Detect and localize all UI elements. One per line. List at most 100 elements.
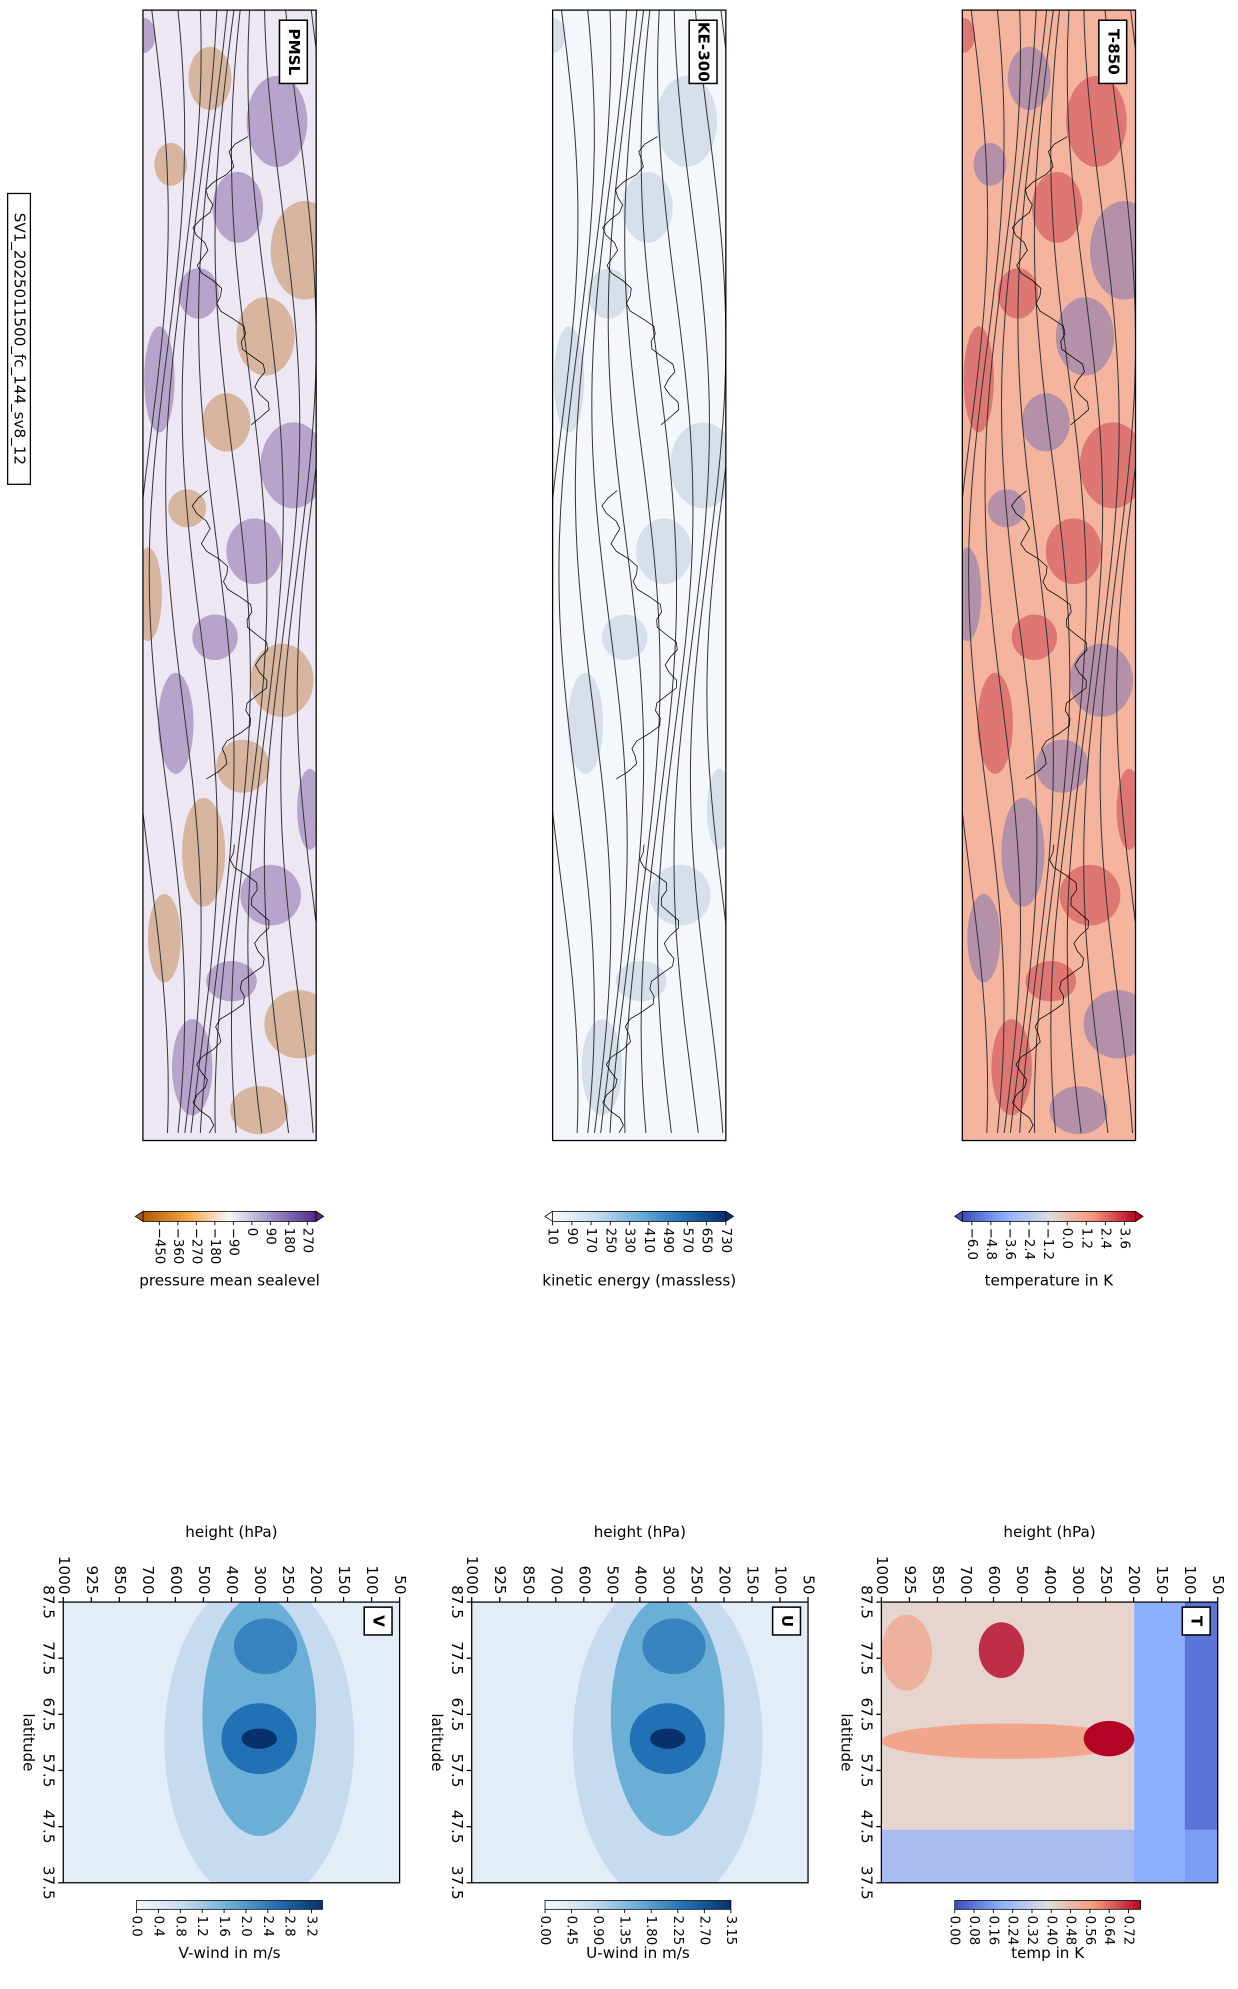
x-tick-label: 925 xyxy=(83,1566,101,1595)
colorbar-tick-label: 3.15 xyxy=(723,1916,738,1946)
colorbar-tick-label: 0.8 xyxy=(172,1916,187,1937)
map-anomaly xyxy=(1065,75,1127,167)
colorbar-tick-label: 2.0 xyxy=(238,1916,253,1937)
colorbar-tick-label: 0.72 xyxy=(1121,1916,1136,1946)
colorbar-tick-label: −2.4 xyxy=(1021,1228,1036,1260)
colorbar-tick-label: −360 xyxy=(170,1228,185,1264)
panel-label: T-850 xyxy=(1104,29,1122,75)
colorbar-tick-label: 90 xyxy=(262,1228,277,1245)
map-anomaly xyxy=(226,518,283,585)
x-tick-label: 50 xyxy=(1209,1575,1227,1594)
map-anomaly xyxy=(202,393,251,452)
x-tick-label: 400 xyxy=(1041,1566,1059,1595)
colorbar xyxy=(961,1210,1136,1222)
x-tick-label: 500 xyxy=(603,1566,621,1595)
colorbar-tick-label: 0.90 xyxy=(590,1916,605,1946)
map-anomaly xyxy=(598,46,642,111)
colorbar-tick-label: 490 xyxy=(660,1228,675,1253)
colorbar-tick-label: 2.8 xyxy=(282,1916,297,1937)
y-tick-label: 87.5 xyxy=(858,1585,876,1619)
map-anomaly xyxy=(591,797,635,907)
x-tick-label: 150 xyxy=(335,1566,353,1595)
y-tick-label: 67.5 xyxy=(448,1697,466,1731)
colorbar-extend xyxy=(544,1210,553,1223)
map-anomaly xyxy=(962,547,982,642)
map-anomaly xyxy=(182,797,226,907)
y-tick-label: 37.5 xyxy=(858,1866,876,1900)
x-tick-label: 1000 xyxy=(55,1556,73,1595)
coastline xyxy=(1011,136,1089,426)
y-tick-label: 57.5 xyxy=(40,1754,58,1788)
map-background xyxy=(142,10,317,1141)
colorbar xyxy=(136,1900,323,1910)
map-anomaly xyxy=(1007,46,1051,111)
map-frame xyxy=(142,9,317,1142)
heatmap-field xyxy=(978,1622,1025,1678)
panel-label-box xyxy=(363,1606,393,1636)
title-box xyxy=(7,192,32,485)
contour-line xyxy=(148,10,186,1134)
colorbar-tick-label: 0.32 xyxy=(1024,1916,1039,1946)
contour-line xyxy=(673,10,710,1134)
x-tick-label: 200 xyxy=(1125,1566,1143,1595)
panel-label-box xyxy=(771,1606,802,1636)
colorbar-label: temp in K xyxy=(1011,1944,1085,1962)
x-tick-label: 250 xyxy=(1097,1566,1115,1595)
map-anomaly xyxy=(656,75,717,167)
x-tick-label: 150 xyxy=(743,1566,761,1595)
colorbar-tick-label: 1.2 xyxy=(194,1916,209,1937)
x-tick-label: 1000 xyxy=(463,1556,481,1595)
colorbar-tick-label: 1.2 xyxy=(1078,1228,1093,1249)
y-axis-label: latitude xyxy=(19,1713,37,1771)
map-anomaly xyxy=(552,17,566,54)
colorbar-tick-label: 0.45 xyxy=(564,1916,579,1946)
colorbar-tick-label: 170 xyxy=(583,1228,598,1253)
map-anomaly xyxy=(212,171,264,243)
y-tick-label: 57.5 xyxy=(858,1754,876,1788)
contour-line xyxy=(214,10,251,1133)
colorbar-label: U-wind in m/s xyxy=(586,1944,690,1962)
x-tick-label: 500 xyxy=(1013,1566,1031,1595)
colorbar-tick-label: −4.8 xyxy=(983,1228,998,1260)
colorbar-tick-label: −450 xyxy=(151,1228,166,1264)
map-anomaly xyxy=(646,297,705,376)
x-axis-label: height (hPa) xyxy=(1003,1523,1095,1541)
map-anomaly xyxy=(1021,393,1070,452)
colorbar-tick-label: −1.2 xyxy=(1040,1228,1055,1260)
map-anomaly xyxy=(142,547,162,642)
x-axis-label: height (hPa) xyxy=(594,1523,686,1541)
map-area xyxy=(962,10,1136,1141)
panel-label: KE-300 xyxy=(695,22,713,82)
x-tick-label: 500 xyxy=(195,1566,213,1595)
map-anomaly xyxy=(977,672,1013,774)
coastline xyxy=(602,136,680,426)
heatmap-field xyxy=(881,1829,1218,1883)
y-tick-label: 57.5 xyxy=(448,1754,466,1788)
contour-line xyxy=(591,10,628,1134)
colorbar-tick-label: 10 xyxy=(545,1228,560,1245)
coastline xyxy=(602,844,680,1134)
map-anomaly xyxy=(557,893,591,983)
colorbar-tick-label: 410 xyxy=(641,1228,656,1253)
colorbar-tick-label: 2.4 xyxy=(260,1916,275,1937)
colorbar-tick-label: 570 xyxy=(679,1228,694,1253)
colorbar-tick-label: 0.56 xyxy=(1082,1916,1097,1946)
map-anomaly xyxy=(236,297,295,376)
map-background xyxy=(962,10,1136,1141)
map-anomaly xyxy=(1001,797,1045,907)
x-axis-label: height (hPa) xyxy=(185,1523,277,1541)
colorbar-label: V-wind in m/s xyxy=(179,1944,281,1962)
colorbar-tick-label: 0.40 xyxy=(1043,1916,1058,1946)
x-tick-label: 700 xyxy=(957,1566,975,1595)
colorbar-tick-label: 3.6 xyxy=(1116,1228,1131,1249)
map-anomaly xyxy=(973,142,1007,186)
coastline xyxy=(601,490,678,780)
x-tick-label: 300 xyxy=(659,1566,677,1595)
contour-line xyxy=(574,10,612,1134)
contour-line xyxy=(984,10,1021,1134)
colorbar-tick-label: 330 xyxy=(622,1228,637,1253)
contour-line xyxy=(263,10,301,1134)
coastline xyxy=(192,136,270,426)
x-tick-label: 100 xyxy=(772,1566,790,1595)
